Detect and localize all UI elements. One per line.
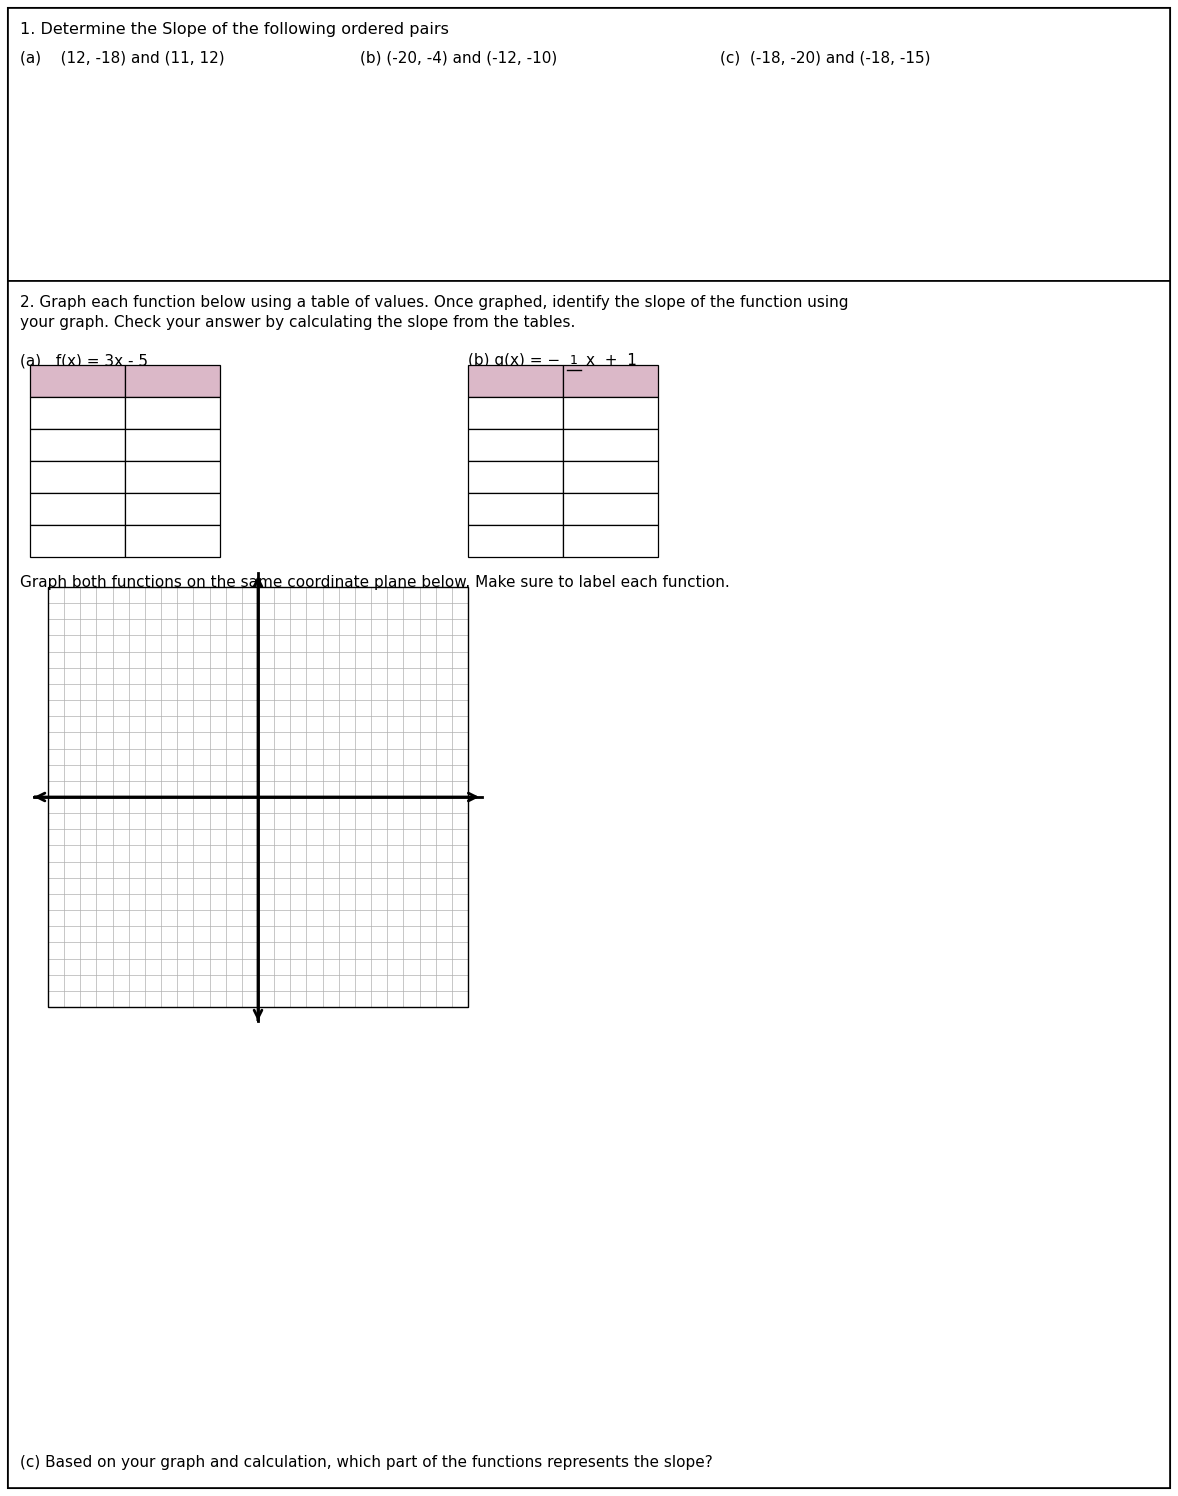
Text: 2. Graph each function below using a table of values. Once graphed, identify the: 2. Graph each function below using a tab… xyxy=(20,295,848,310)
Bar xyxy=(563,494,659,525)
Bar xyxy=(125,429,220,461)
Bar xyxy=(468,396,563,429)
Bar xyxy=(29,365,125,396)
Bar xyxy=(125,494,220,525)
Bar xyxy=(48,586,468,1007)
Bar xyxy=(29,429,125,461)
Text: (a)    (12, -18) and (11, 12): (a) (12, -18) and (11, 12) xyxy=(20,49,225,64)
Bar xyxy=(468,494,563,525)
Text: 1: 1 xyxy=(570,355,578,367)
Bar xyxy=(125,396,220,429)
Text: your graph. Check your answer by calculating the slope from the tables.: your graph. Check your answer by calcula… xyxy=(20,316,575,331)
Bar xyxy=(29,494,125,525)
Bar xyxy=(563,525,659,557)
Bar xyxy=(468,461,563,494)
Text: (a)   f(x) = 3x - 5: (a) f(x) = 3x - 5 xyxy=(20,353,148,368)
Bar xyxy=(468,429,563,461)
Text: 2: 2 xyxy=(570,371,578,384)
Text: Graph both functions on the same coordinate plane below. Make sure to label each: Graph both functions on the same coordin… xyxy=(20,574,729,589)
Text: 1. Determine the Slope of the following ordered pairs: 1. Determine the Slope of the following … xyxy=(20,22,449,37)
Bar xyxy=(563,365,659,396)
Bar xyxy=(563,396,659,429)
Bar xyxy=(29,525,125,557)
Bar xyxy=(468,525,563,557)
Bar xyxy=(8,7,1170,281)
Bar xyxy=(8,281,1170,1489)
Bar xyxy=(125,461,220,494)
Text: x  +  1: x + 1 xyxy=(585,353,637,368)
Bar xyxy=(29,461,125,494)
Bar xyxy=(29,396,125,429)
Bar xyxy=(563,461,659,494)
Bar xyxy=(125,525,220,557)
Bar xyxy=(563,429,659,461)
Text: (c) Based on your graph and calculation, which part of the functions represents : (c) Based on your graph and calculation,… xyxy=(20,1456,713,1471)
Bar xyxy=(468,365,563,396)
Text: (b) g(x) = −: (b) g(x) = − xyxy=(468,353,565,368)
Text: (b) (-20, -4) and (-12, -10): (b) (-20, -4) and (-12, -10) xyxy=(360,49,557,64)
Text: (c)  (-18, -20) and (-18, -15): (c) (-18, -20) and (-18, -15) xyxy=(720,49,931,64)
Bar xyxy=(125,365,220,396)
